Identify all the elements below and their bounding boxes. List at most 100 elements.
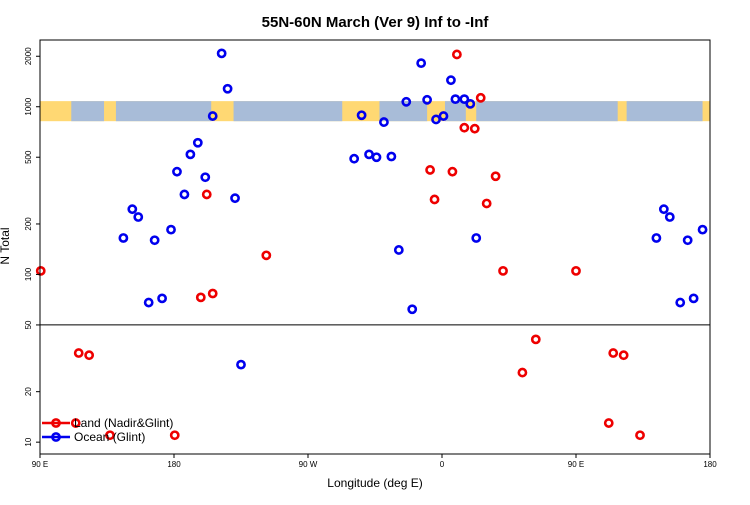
y-axis: 10 20 50 100 200 500 1000 2000 xyxy=(24,47,40,447)
y-tick-label: 500 xyxy=(24,150,33,164)
data-point xyxy=(349,153,360,164)
legend-land-label: Land (Nadir&Glint) xyxy=(74,416,173,430)
data-point xyxy=(200,172,211,183)
data-point xyxy=(530,334,541,345)
data-point xyxy=(143,297,154,308)
chart-title: 55N-60N March (Ver 9) Inf to -Inf xyxy=(262,14,490,31)
legend-land-marker xyxy=(51,418,61,428)
data-point xyxy=(459,122,470,133)
data-point xyxy=(651,233,662,243)
data-point xyxy=(371,152,382,163)
data-point xyxy=(469,123,480,134)
data-point xyxy=(429,194,440,205)
data-point xyxy=(230,193,240,204)
data-point xyxy=(35,265,46,276)
data-point xyxy=(207,288,218,299)
data-point xyxy=(571,265,581,276)
plot-frame xyxy=(39,39,711,455)
data-point xyxy=(490,171,501,182)
data-point xyxy=(459,94,470,105)
data-point xyxy=(618,350,629,361)
y-tick-label: 200 xyxy=(24,217,33,231)
data-point xyxy=(172,166,182,177)
x-axis-label: Longitude (deg E) xyxy=(327,476,422,490)
data-point xyxy=(422,94,433,105)
data-point xyxy=(664,212,675,222)
data-point xyxy=(431,114,441,125)
x-tick-label: 90 E xyxy=(32,460,48,469)
series-ocean xyxy=(118,48,708,370)
data-point xyxy=(425,165,435,175)
data-point xyxy=(451,49,462,60)
data-point xyxy=(498,265,508,276)
world-map-band xyxy=(40,101,710,122)
data-point xyxy=(675,297,686,308)
data-point xyxy=(84,350,95,361)
data-point xyxy=(166,224,176,235)
data-point xyxy=(118,233,129,243)
legend-item-ocean: Ocean (Glint) xyxy=(42,430,145,444)
data-points xyxy=(35,48,708,441)
y-tick-label: 100 xyxy=(24,267,33,281)
data-point xyxy=(603,418,614,428)
data-point xyxy=(133,212,144,222)
data-point xyxy=(157,293,167,304)
data-point xyxy=(407,304,418,315)
y-tick-label: 20 xyxy=(24,387,33,396)
data-point xyxy=(465,98,476,109)
y-tick-label: 50 xyxy=(24,320,33,329)
y-tick-label: 10 xyxy=(24,437,33,446)
y-axis-label: N Total xyxy=(0,227,12,264)
data-point xyxy=(386,151,397,162)
data-point xyxy=(216,48,227,59)
data-point xyxy=(401,96,412,107)
data-point xyxy=(201,189,212,200)
data-point xyxy=(379,117,389,127)
data-point xyxy=(127,204,138,215)
data-point xyxy=(236,359,246,370)
x-tick-label: 180 xyxy=(167,460,181,469)
data-point xyxy=(450,94,461,105)
data-point xyxy=(658,204,669,215)
data-point xyxy=(697,224,708,235)
data-point xyxy=(207,111,218,121)
y-tick-label: 1000 xyxy=(24,97,33,115)
data-point xyxy=(471,233,482,243)
data-point xyxy=(682,235,693,246)
data-point xyxy=(179,189,190,200)
data-point xyxy=(635,430,645,441)
data-point xyxy=(517,367,528,378)
map-band-ocean xyxy=(476,101,618,122)
data-point xyxy=(222,83,233,94)
x-tick-label: 0 xyxy=(440,460,445,469)
data-point xyxy=(364,149,374,160)
data-point xyxy=(393,245,404,255)
data-point xyxy=(688,293,699,304)
map-band-ocean xyxy=(379,101,428,122)
map-band-ocean xyxy=(626,101,703,122)
data-point xyxy=(438,111,449,121)
data-point xyxy=(105,430,115,441)
data-point xyxy=(70,418,81,428)
series-land xyxy=(35,49,645,441)
map-band-ocean xyxy=(444,101,466,122)
data-point xyxy=(169,430,180,441)
legend-ocean-label: Ocean (Glint) xyxy=(74,430,145,444)
map-band-ocean xyxy=(115,101,212,122)
data-point xyxy=(73,348,84,358)
data-point xyxy=(481,198,492,209)
data-point xyxy=(261,250,272,261)
data-point xyxy=(356,110,367,121)
data-point xyxy=(416,58,427,69)
x-axis: 90 E 180 90 W 0 90 E 180 xyxy=(32,454,717,469)
data-point xyxy=(446,75,456,86)
x-tick-label: 90 W xyxy=(299,460,318,469)
data-point xyxy=(475,92,486,103)
legend-ocean-marker xyxy=(51,432,61,442)
data-point xyxy=(447,166,458,177)
legend: Land (Nadir&Glint) Ocean (Glint) xyxy=(42,416,173,444)
data-point xyxy=(149,235,160,246)
data-point xyxy=(195,292,206,303)
map-band-ocean xyxy=(233,101,343,122)
